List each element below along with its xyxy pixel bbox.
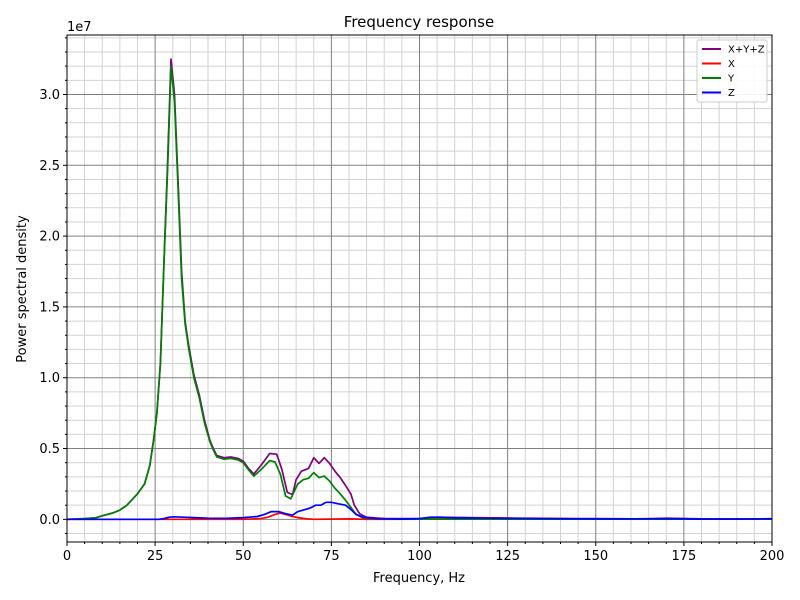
x-axis-label: Frequency, Hz [373, 571, 465, 586]
minor-grid [67, 35, 772, 542]
x-tick-label: 175 [671, 549, 696, 564]
series-line-y [66, 65, 772, 521]
axis-ticks: 0 25 50 75 100 125 150 175 200 0.0 0.5 1.0 1.5 2.0 2.5… [39, 37, 785, 564]
y-tick-label: 0.5 [39, 442, 60, 457]
x-tick-label: 200 [760, 549, 785, 564]
x-tick-label: 50 [235, 549, 252, 564]
x-tick-label: 25 [147, 549, 164, 564]
y-tick-label: 0.0 [39, 513, 60, 528]
series-lines [66, 58, 773, 521]
y-axis-label: Power spectral density [15, 215, 30, 363]
y-scale-label: 1e7 [67, 20, 92, 35]
y-tick-label: 3.0 [39, 88, 60, 103]
series-line-z [67, 501, 773, 521]
y-tick-label: 2.0 [39, 230, 60, 245]
x-tick-label: 100 [407, 549, 432, 564]
x-tick-label: 0 [63, 549, 71, 564]
legend-label: X [728, 59, 735, 70]
legend: X+Y+Z XYZ [696, 39, 768, 103]
y-tick-label: 1.5 [39, 300, 60, 315]
x-tick-label: 125 [495, 549, 520, 564]
chart-title: Frequency response [344, 13, 494, 31]
legend-label: X+Y+Z [728, 45, 765, 56]
x-tick-label: 150 [583, 549, 608, 564]
x-tick-label: 75 [323, 549, 340, 564]
legend-label: Z [728, 88, 735, 99]
legend-label: Y [727, 74, 735, 85]
y-tick-label: 2.5 [39, 159, 60, 174]
y-tick-label: 1.0 [39, 371, 60, 386]
legend-box [696, 39, 768, 103]
